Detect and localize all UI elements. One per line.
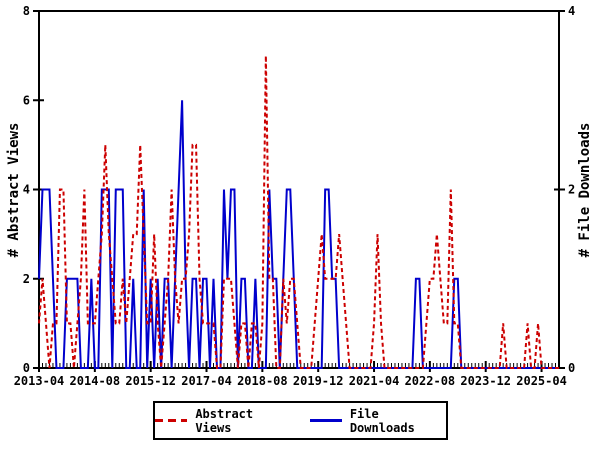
left-axis-tick-label: 4 [23,183,30,197]
x-tick-label: 2025-04 [516,374,567,388]
legend-box: Abstract Views File Downloads [153,401,448,440]
x-tick-label: 2018-08 [237,374,288,388]
left-axis-tick-label: 6 [23,93,30,107]
right-axis-tick-label: 0 [568,361,575,375]
x-tick-label: 2015-12 [125,374,176,388]
abstract-views-line-swatch [155,419,188,422]
left-axis-tick-label: 8 [23,4,30,18]
file-downloads-line-swatch [309,419,342,422]
left-axis-title: # Abstract Views [6,122,22,258]
legend-item-abstract-views: Abstract Views [155,407,292,435]
x-tick-label: 2022-08 [405,374,456,388]
legend-item-file-downloads: File Downloads [309,406,447,435]
x-tick-label: 2023-12 [460,374,511,388]
x-tick-label: 2021-04 [349,374,400,388]
left-axis-tick-label: 0 [23,361,30,375]
right-axis-title: # File Downloads [577,122,593,258]
legend-label-abstract-views: Abstract Views [195,406,254,435]
right-axis-tick-label: 4 [568,4,575,18]
abstract-views-line [38,55,559,369]
x-tick-label: 2017-04 [181,374,232,388]
x-tick-label: 2019-12 [293,374,344,388]
x-tick-label: 2014-08 [70,374,121,388]
left-axis-tick-label: 2 [23,272,30,286]
file-downloads-line [38,100,559,369]
legend-label-file-downloads: File Downloads [349,406,415,435]
right-axis-tick-label: 2 [568,183,575,197]
x-tick-label: 2013-04 [14,374,65,388]
